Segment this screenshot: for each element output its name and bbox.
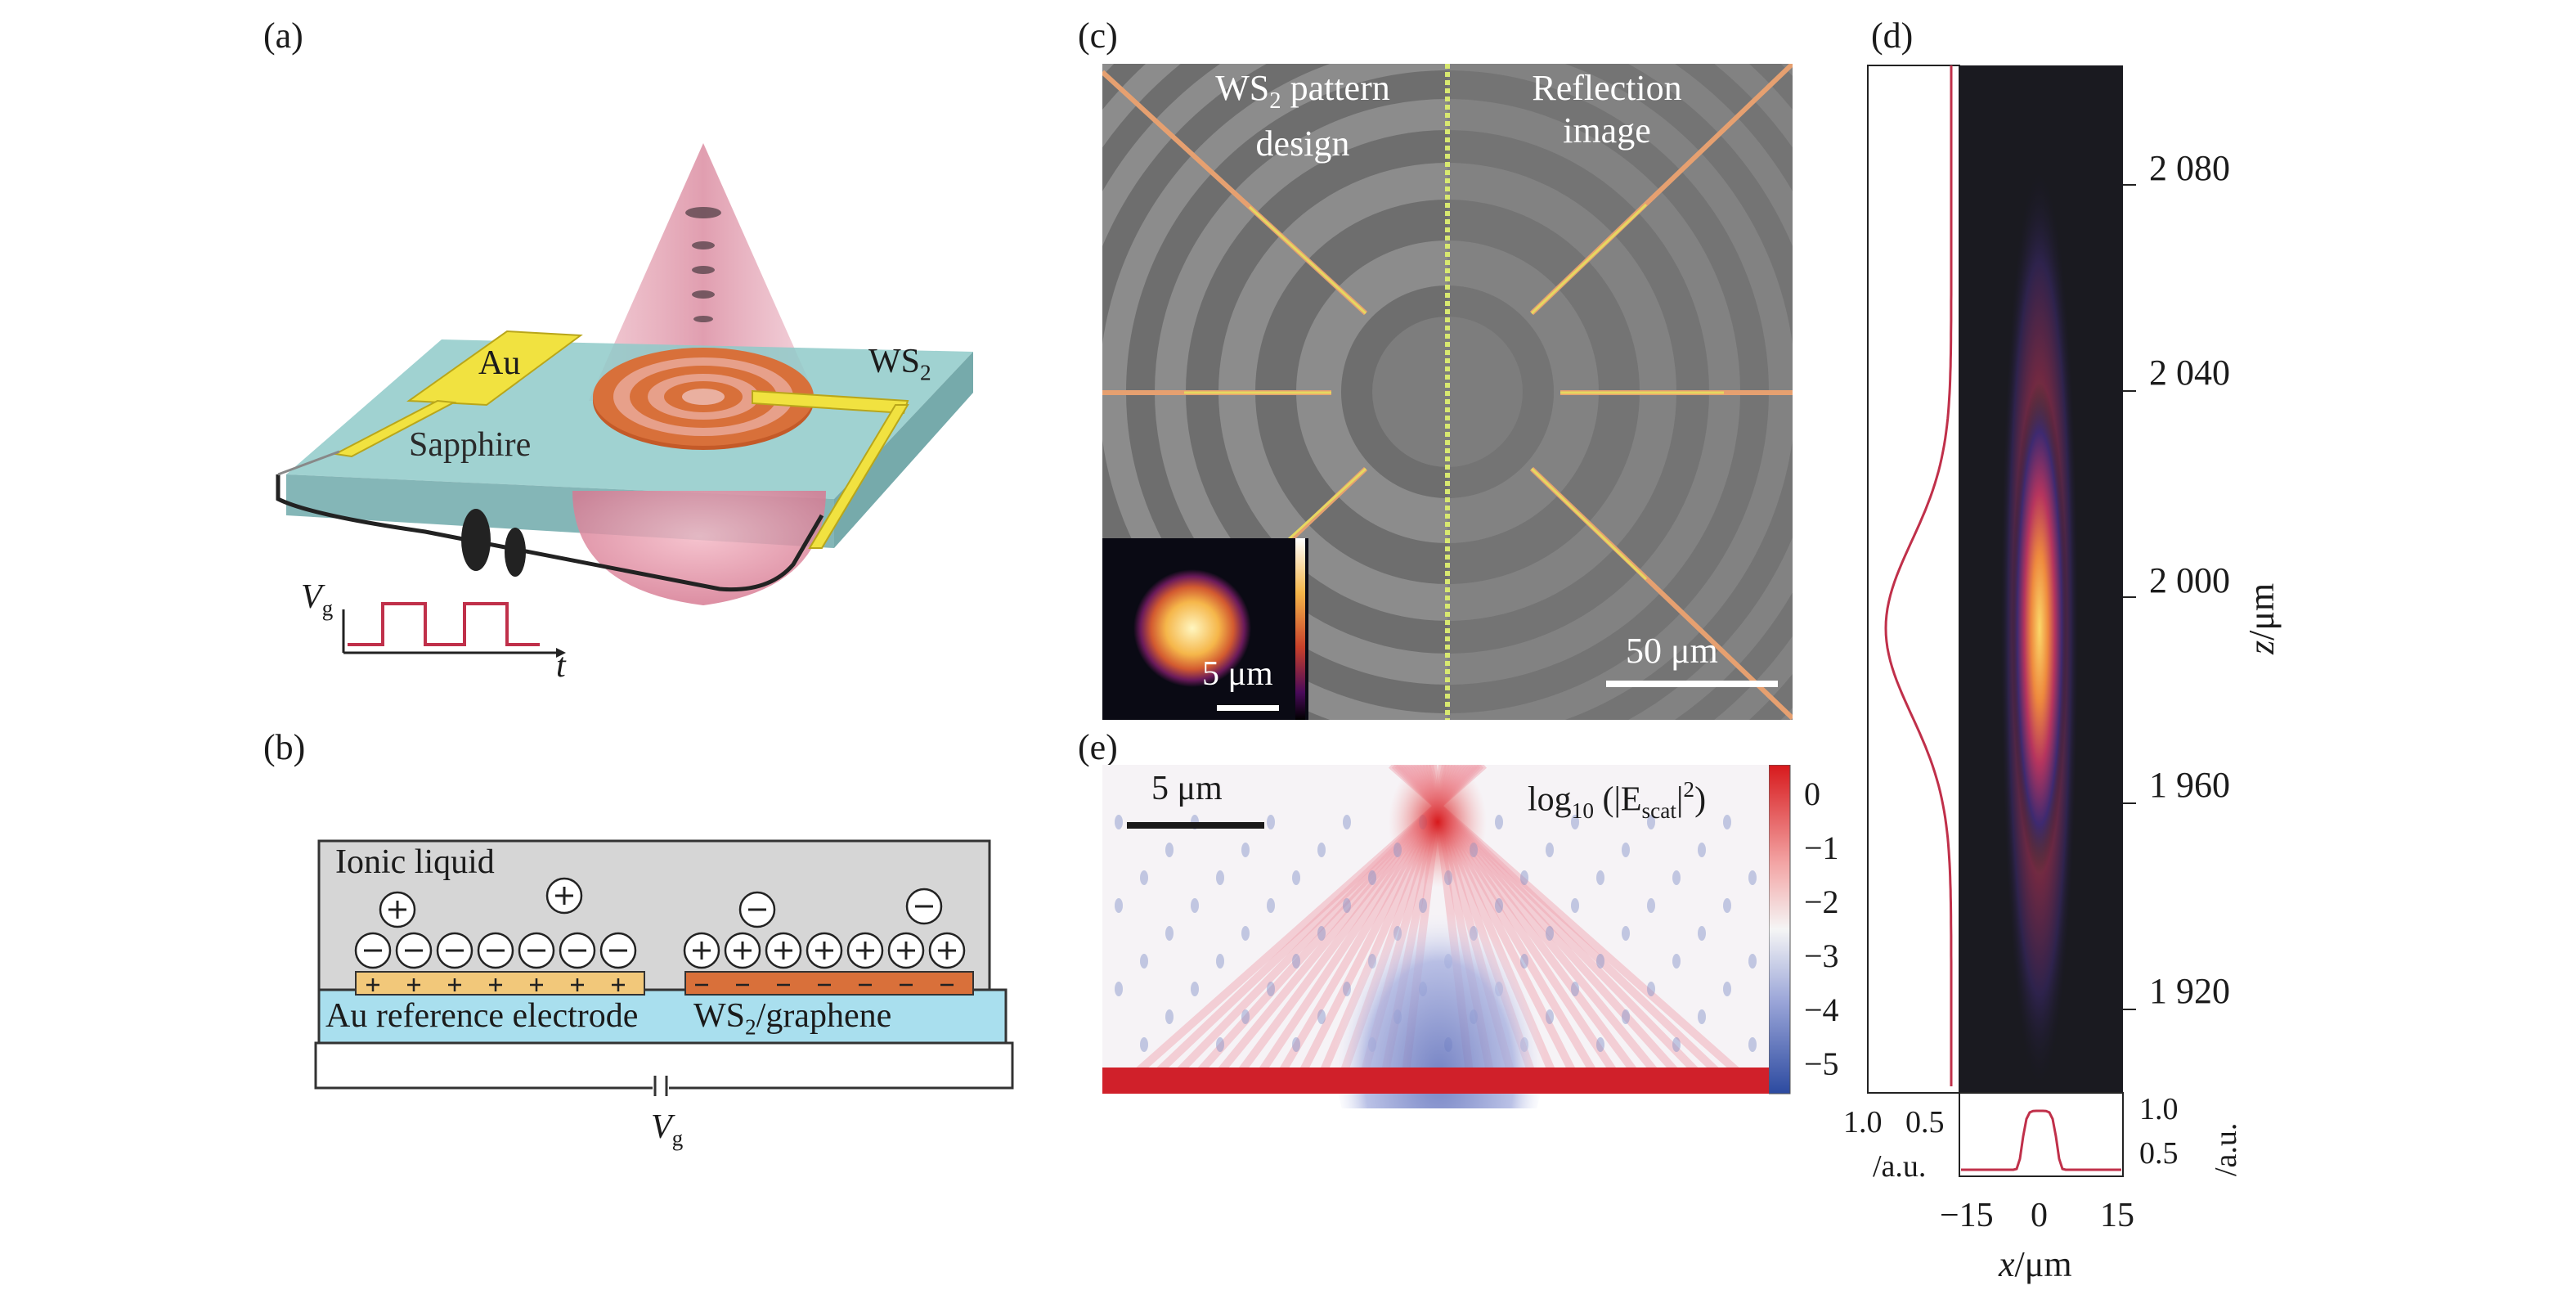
lateral-tick: 1.0 (2139, 1092, 2179, 1126)
sim-scalebar-label: 5 μm (1151, 770, 1223, 807)
field-formula: log10 (|Escat|2) (1528, 777, 1707, 823)
z-tick-label: 1 920 (2149, 971, 2230, 1011)
axial-intensity-curve (1884, 65, 1953, 1086)
z-tick-label: 1 960 (2149, 765, 2230, 805)
sapphire-label: Sapphire (409, 426, 532, 464)
ionic-liquid-label: Ionic liquid (335, 843, 495, 881)
scalebar (1606, 681, 1778, 687)
ws2-graphene-label: WS2/graphene (693, 997, 892, 1040)
panel-label-c: (c) (1078, 16, 1118, 56)
z-axis-ticks (2123, 184, 2136, 1010)
profile-tick: 0.5 (1905, 1105, 1945, 1139)
lateral-unit: /a.u. (2209, 1122, 2243, 1176)
focal-spot (1133, 569, 1251, 687)
transmitted-beam (572, 491, 826, 605)
x-tick-label: −15 (1940, 1197, 1994, 1234)
circuit-wire (276, 474, 824, 592)
lateral-intensity-curve (1961, 1109, 2121, 1171)
panel-label-e: (e) (1078, 727, 1118, 767)
circuit-loop-left (314, 1041, 653, 1090)
z-tick-label: 2 040 (2149, 353, 2230, 393)
ws2-label: WS2 (868, 343, 931, 385)
cation-row (683, 932, 966, 969)
inset-scalebar (1217, 705, 1279, 711)
blue-lobe (1333, 879, 1546, 1108)
vg-label-a: Vg (301, 578, 334, 621)
au-label: Au (478, 344, 521, 382)
gating-schematic (314, 839, 1014, 1096)
anion-row (354, 932, 637, 969)
scattered-field-map (1102, 765, 1773, 1108)
profile-tick: 1.0 (1843, 1105, 1883, 1139)
au-reference-label: Au reference electrode (325, 997, 639, 1035)
colorbar-ticks: 0 −1 −2 −3 −4 −5 (1804, 775, 1839, 1082)
scalebar-label: 50 μm (1626, 631, 1718, 671)
ws2-electrode (684, 971, 974, 996)
au-electrode (355, 971, 645, 996)
panel-label-b: (b) (263, 727, 306, 767)
axial-profile-panel (1867, 65, 2136, 1177)
inset-scalebar-label: 5 μm (1202, 655, 1273, 693)
x-axis-label: x/μm (1999, 1244, 2072, 1284)
z-tick-label: 2 000 (2149, 560, 2230, 600)
right-half-title: Reflection image (1532, 68, 1682, 151)
focal-spots (685, 207, 721, 322)
z-axis-label: z/μm (2242, 582, 2282, 654)
axial-profile-box (1867, 65, 1960, 1094)
zone-plate-micrograph (1102, 64, 1793, 720)
surface-charges (366, 978, 954, 991)
time-axis-label: t (556, 647, 566, 685)
substrate-band (1102, 1068, 1773, 1094)
substrate-layer (317, 988, 1008, 1045)
profile-unit: /a.u. (1873, 1149, 1927, 1184)
free-ions (379, 877, 943, 928)
field-colorbar (1769, 765, 1791, 1094)
x-tick-label: 0 (2031, 1197, 2048, 1234)
gate-voltage-waveform (342, 602, 566, 658)
field-focus (1389, 765, 1487, 888)
panel-label-d: (d) (1871, 16, 1914, 56)
circuit-loop-right (669, 1041, 1014, 1090)
left-half-title: WS2 pattern design (1215, 68, 1390, 164)
device-schematic (276, 143, 973, 658)
inset-colorbar (1295, 538, 1305, 720)
gate-source-left (461, 509, 491, 571)
vg-label-b: Vg (651, 1108, 684, 1151)
lateral-tick: 0.5 (2139, 1136, 2179, 1171)
gate-source-right (505, 528, 526, 577)
x-tick-label: 15 (2100, 1197, 2134, 1234)
lateral-profile-box (1959, 1092, 2124, 1177)
sim-scalebar (1127, 822, 1264, 829)
gold-pad (406, 330, 583, 407)
panel-label-a: (a) (263, 16, 303, 56)
z-tick-label: 2 080 (2149, 148, 2230, 188)
